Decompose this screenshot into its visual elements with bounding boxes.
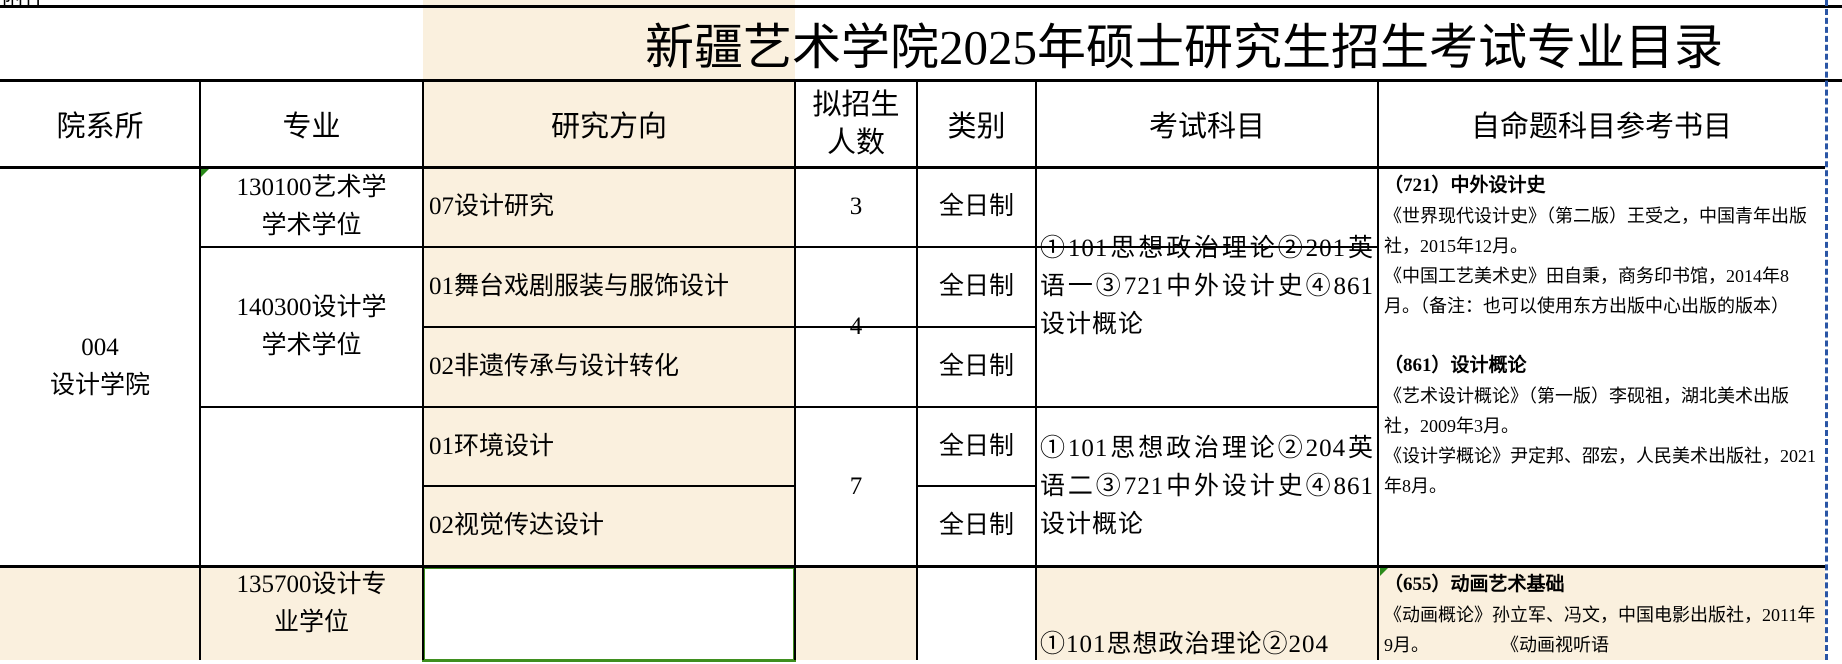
grid-line (916, 80, 918, 660)
comment-marker (1380, 568, 1388, 576)
subjects-cell[interactable]: ①101思想政治理论②204 (1040, 631, 1330, 658)
grid-line (0, 79, 1842, 82)
quota-cell[interactable]: 7 (849, 472, 863, 500)
header-direction[interactable]: 研究方向 (550, 110, 667, 143)
selected-cell[interactable] (422, 566, 796, 662)
header-type[interactable]: 类别 (947, 110, 1006, 143)
grid-line (199, 80, 201, 660)
book-subject-title: （655）动画艺术基础 (1384, 574, 1565, 595)
subjects-cell[interactable]: ①101思想政治理论②204英语二③721中外设计史④861设计概论 (1040, 434, 1374, 538)
grid-line (0, 565, 1825, 568)
books-cell[interactable]: （655）动画艺术基础 《动画概论》孙立军、冯文，中国电影出版社，2011年9月… (1378, 566, 1825, 660)
grid-line (1377, 80, 1379, 660)
book-group: （861）设计概论 《艺术设计概论》（第一版）李砚祖，湖北美术出版社，2009年… (1384, 351, 1819, 501)
dept-code: 004 (81, 333, 119, 361)
subjects-cell[interactable]: ①101思想政治理论②201英语一③721中外设计史④861设计概论 (1040, 235, 1374, 338)
comment-marker (201, 169, 209, 177)
direction-cell[interactable]: 01环境设计 (429, 432, 555, 460)
grid-line (794, 80, 796, 660)
grid-line (422, 80, 424, 660)
book-item: 《动画概论》孙立军、冯文，中国电影出版社，2011年9月。 《动画视听语 (1384, 605, 1816, 655)
header-books[interactable]: 自命题科目参考书目 (1470, 110, 1732, 143)
book-subject-title: （721）中外设计史 (1384, 175, 1546, 196)
page-break-line (1825, 0, 1828, 660)
direction-cell[interactable]: 07设计研究 (429, 193, 555, 220)
book-group: （721）中外设计史 《世界现代设计史》（第二版）王受之，中国青年出版社，201… (1384, 171, 1819, 321)
major-cell[interactable]: 140300设计学学术学位 (236, 294, 387, 359)
dept-cell[interactable]: 004 设计学院 (0, 167, 200, 566)
grid-line (795, 326, 917, 328)
major-cell[interactable]: 130100艺术学学术学位 (236, 174, 387, 239)
grid-line (917, 485, 1036, 487)
header-dept[interactable]: 院系所 (56, 110, 144, 143)
direction-cell[interactable]: 02视觉传达设计 (429, 512, 605, 539)
header-major[interactable]: 专业 (282, 110, 341, 143)
grid-line (423, 485, 795, 487)
header-quota[interactable]: 拟招生人数 (812, 88, 900, 159)
book-subject-title: （861）设计概论 (1384, 355, 1527, 376)
books-cell[interactable]: （721）中外设计史 《世界现代设计史》（第二版）王受之，中国青年出版社，201… (1378, 167, 1825, 566)
major-cell[interactable]: 135700设计专业学位 (236, 571, 387, 636)
type-cell[interactable]: 全日制 (938, 353, 1014, 380)
book-item: 《设计学概论》尹定邦、邵宏，人民美术出版社，2021年8月。 (1384, 446, 1816, 496)
book-item: 《艺术设计概论》（第一版）李砚祖，湖北美术出版社，2009年3月。 (1384, 386, 1789, 436)
grid-line (0, 5, 1842, 8)
type-cell[interactable]: 全日制 (938, 193, 1014, 220)
grid-line (200, 406, 1378, 408)
book-item: 《世界现代设计史》（第二版）王受之，中国青年出版社，2015年12月。 (1384, 206, 1807, 256)
book-item: 《中国工艺美术史》田自秉，商务印书馆，2014年8月。（备注：也可以使用东方出版… (1384, 266, 1789, 316)
direction-cell[interactable]: 02非遗传承与设计转化 (429, 353, 680, 380)
grid-line (200, 246, 1378, 248)
type-cell[interactable]: 全日制 (938, 273, 1014, 300)
dept-name: 设计学院 (49, 371, 150, 399)
header-subjects[interactable]: 考试科目 (1148, 110, 1265, 143)
type-cell-blank (917, 566, 1036, 660)
type-cell[interactable]: 全日制 (938, 432, 1014, 460)
last-row-fill (0, 566, 1825, 660)
major-cell[interactable] (200, 407, 423, 566)
page-title: 新疆艺术学院2025年硕士研究生招生考试专业目录 (644, 19, 1723, 75)
quota-cell[interactable]: 3 (849, 193, 863, 220)
grid-line (1035, 80, 1037, 660)
direction-cell[interactable]: 01舞台戏剧服装与服饰设计 (429, 273, 730, 300)
type-cell[interactable]: 全日制 (938, 512, 1014, 539)
grid-line (0, 166, 1825, 169)
grid-line (423, 326, 1036, 328)
direction-column-fill (423, 0, 795, 566)
